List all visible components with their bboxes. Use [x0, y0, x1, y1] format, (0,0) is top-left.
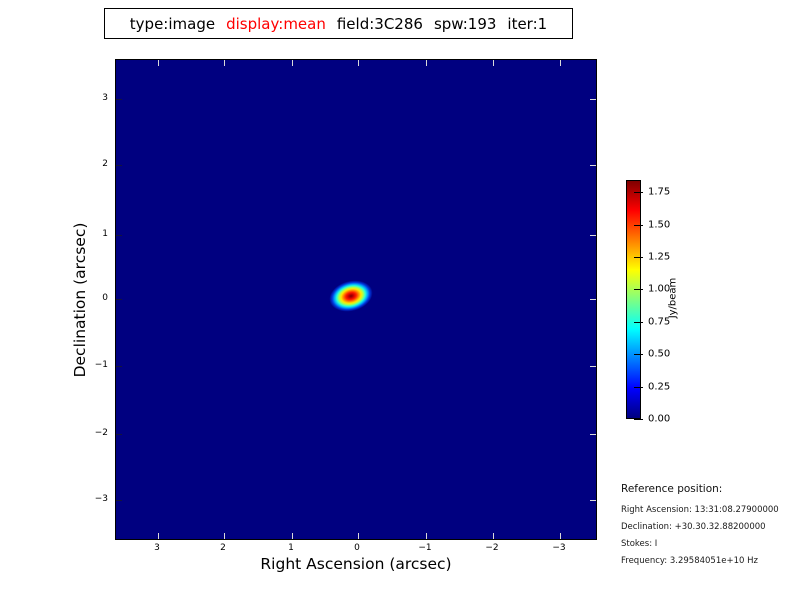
x-tick-mark-top	[493, 60, 494, 66]
reference-ra: Right Ascension: 13:31:08.27900000	[621, 505, 779, 515]
y-tick-mark	[116, 165, 122, 166]
title-segment-field: field:3C286	[336, 14, 423, 33]
y-tick-label: −2	[94, 428, 108, 438]
reference-stokes: Stokes: I	[621, 539, 658, 549]
title-segment-type: type:image	[129, 14, 216, 33]
colorbar-tick-mark	[634, 354, 643, 355]
y-tick-mark-right	[590, 165, 596, 166]
x-tick-label: 1	[288, 543, 294, 553]
x-tick-label: 2	[220, 543, 226, 553]
x-tick-mark	[358, 533, 359, 539]
y-tick-label: 2	[102, 159, 108, 169]
x-tick-mark	[426, 533, 427, 539]
title-segment-iter: iter:1	[507, 14, 548, 33]
sky-image-canvas[interactable]	[115, 59, 597, 540]
y-tick-mark-right	[590, 434, 596, 435]
colorbar-tick-mark	[634, 387, 643, 388]
colorbar-tick-mark	[634, 419, 643, 420]
colorbar-tick-mark	[634, 289, 643, 290]
x-tick-mark-top	[560, 60, 561, 66]
y-tick-mark-right	[590, 235, 596, 236]
colorbar-tick-label: 1.00	[648, 283, 671, 295]
y-axis-title: Declination (arcsec)	[71, 222, 89, 378]
beam-ellipse	[264, 538, 293, 539]
colorbar-tick-mark	[634, 225, 643, 226]
title-segment-display: display:mean	[226, 14, 326, 33]
reference-position-block: Reference position: Right Ascension: 13:…	[621, 483, 799, 570]
y-tick-mark-right	[590, 99, 596, 100]
plot-title-box: type:image display:mean field:3C286 spw:…	[104, 8, 573, 39]
y-tick-mark	[116, 434, 122, 435]
y-tick-label: −1	[94, 360, 108, 370]
colorbar-tick-label: 0.00	[648, 413, 671, 425]
x-tick-mark-top	[358, 60, 359, 66]
y-tick-mark	[116, 366, 122, 367]
source-3c286-gaussian	[325, 275, 377, 317]
x-axis-title: Right Ascension (arcsec)	[260, 555, 452, 573]
colorbar-tick-mark	[634, 322, 643, 323]
x-tick-label: −1	[418, 543, 432, 553]
y-tick-mark	[116, 299, 122, 300]
x-tick-mark	[292, 533, 293, 539]
y-tick-label: −3	[94, 494, 108, 504]
y-tick-mark-right	[590, 299, 596, 300]
colorbar-tick-label: 0.25	[648, 381, 671, 393]
colorbar-tick-mark	[634, 257, 643, 258]
y-tick-mark-right	[590, 366, 596, 367]
reference-dec: Declination: +30.30.32.88200000	[621, 522, 766, 532]
colorbar-tick-label: 0.75	[648, 316, 671, 328]
colorbar-tick-label: 1.50	[648, 219, 671, 231]
colorbar-unit-label: Jy/beam	[667, 277, 679, 319]
x-tick-label: −2	[485, 543, 499, 553]
colorbar-tick-label: 1.75	[648, 186, 671, 198]
x-tick-mark	[493, 533, 494, 539]
x-tick-mark-top	[224, 60, 225, 66]
colorbar-tick-label: 1.25	[648, 251, 671, 263]
y-tick-mark	[116, 500, 122, 501]
x-tick-label: −3	[552, 543, 566, 553]
x-tick-mark-top	[426, 60, 427, 66]
colorbar-tick-mark	[634, 192, 643, 193]
reference-heading: Reference position:	[621, 483, 723, 495]
y-tick-label: 1	[102, 229, 108, 239]
y-tick-label: 3	[102, 93, 108, 103]
y-tick-mark	[116, 99, 122, 100]
x-tick-label: 0	[354, 543, 360, 553]
x-tick-mark-top	[158, 60, 159, 66]
x-tick-label: 3	[154, 543, 160, 553]
reference-frequency: Frequency: 3.29584051e+10 Hz	[621, 556, 758, 566]
colorbar-tick-label: 0.50	[648, 348, 671, 360]
y-tick-mark-right	[590, 500, 596, 501]
x-tick-mark	[560, 533, 561, 539]
y-tick-label: 0	[102, 293, 108, 303]
x-tick-mark	[224, 533, 225, 539]
title-segment-spw: spw:193	[433, 14, 497, 33]
x-tick-mark	[158, 533, 159, 539]
colorbar	[626, 180, 641, 419]
y-tick-mark	[116, 235, 122, 236]
x-tick-mark-top	[292, 60, 293, 66]
